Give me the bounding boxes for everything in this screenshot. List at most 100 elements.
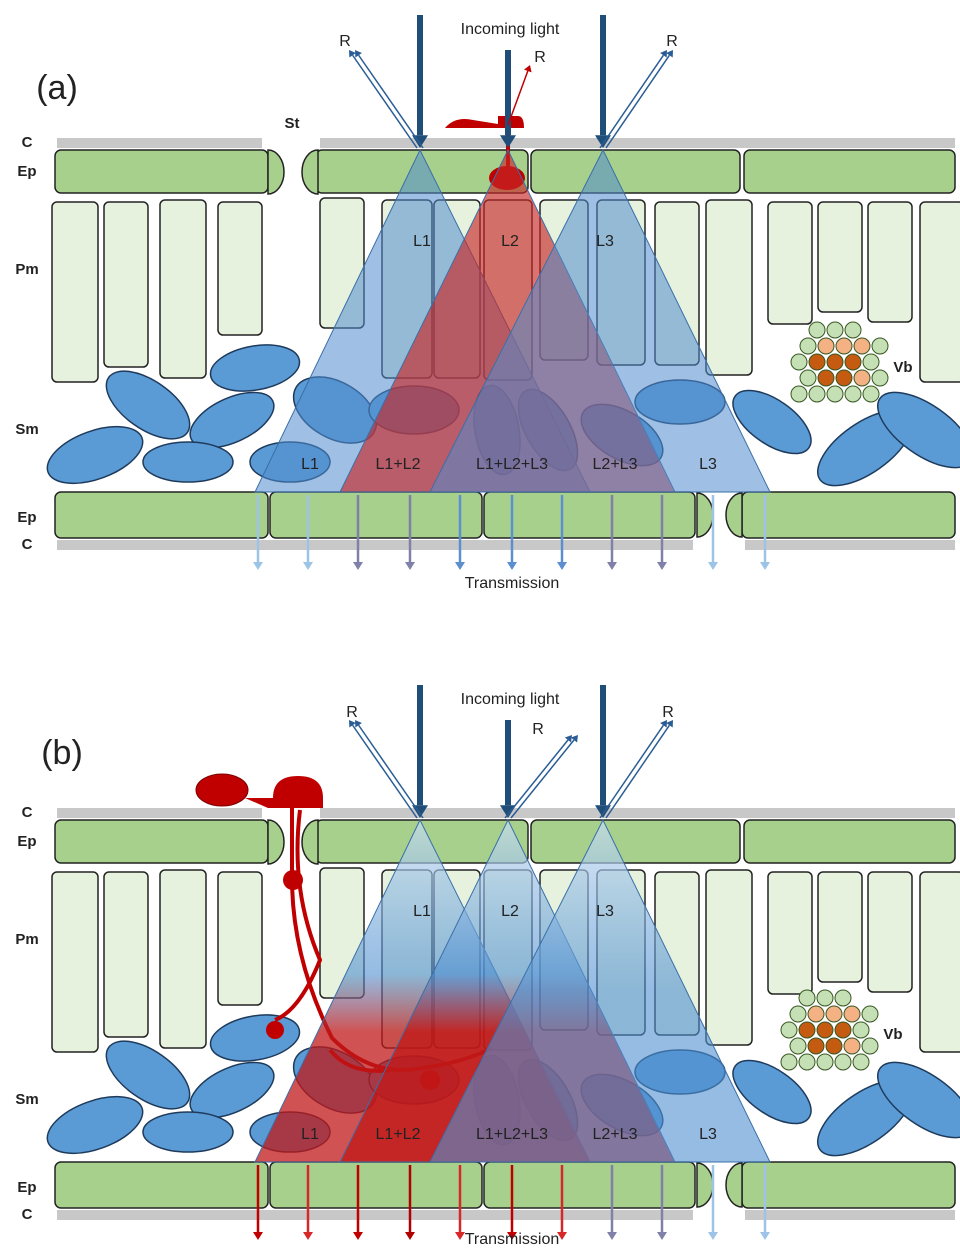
label: (a)	[36, 69, 78, 107]
arrow-shaft	[353, 725, 417, 818]
arrow-head	[657, 562, 667, 570]
palisade-cell	[104, 872, 148, 1037]
vascular-cell	[827, 322, 843, 338]
vascular-cell	[817, 990, 833, 1006]
label: L1+L2	[376, 456, 421, 473]
cuticle	[57, 138, 262, 148]
arrow-head	[353, 1232, 363, 1240]
label: L1	[301, 456, 319, 473]
palisade-cell	[52, 202, 98, 382]
vascular-cell	[862, 1006, 878, 1022]
vascular-cell	[844, 1038, 860, 1054]
vascular-cell	[863, 354, 879, 370]
panel: (b)CEpPmSmEpCVbL1L2L3L1L1+L2L1+L2+L3L2+L…	[15, 685, 960, 1248]
label: L3	[596, 233, 614, 250]
vascular-cell	[817, 1022, 833, 1038]
palisade-cell	[218, 872, 262, 1005]
arrow-head	[455, 1232, 465, 1240]
vascular-cell	[835, 990, 851, 1006]
vascular-cell	[781, 1054, 797, 1070]
epidermis-cell	[744, 150, 955, 193]
vascular-cell	[799, 1054, 815, 1070]
epidermis-cell	[55, 492, 268, 538]
palisade-cell	[160, 200, 206, 378]
label: L1	[413, 903, 431, 920]
palisade-cell	[920, 872, 960, 1052]
arrow-head	[353, 562, 363, 570]
vascular-cell	[790, 1006, 806, 1022]
arrow-head	[349, 50, 356, 58]
arrow-head	[455, 562, 465, 570]
arrow-head	[253, 562, 263, 570]
vascular-cell	[844, 1006, 860, 1022]
arrow-head	[253, 1232, 263, 1240]
vascular-cell	[818, 370, 834, 386]
arrow-shaft	[359, 725, 423, 818]
palisade-cell	[218, 202, 262, 335]
label: Incoming light	[461, 691, 560, 708]
label: C	[22, 536, 33, 553]
label: Ep	[17, 833, 36, 850]
label: L3	[699, 456, 717, 473]
epidermis-cell	[742, 1162, 955, 1208]
pathogen	[283, 870, 303, 890]
cuticle	[57, 808, 262, 818]
epidermis-cell	[55, 1162, 268, 1208]
arrow-shaft	[359, 55, 423, 148]
epidermis-cell	[55, 150, 268, 193]
arrow-head	[708, 562, 718, 570]
vascular-cell	[854, 338, 870, 354]
vascular-cell	[809, 386, 825, 402]
cuticle	[745, 540, 955, 550]
vascular-cell	[827, 386, 843, 402]
vascular-cell	[845, 322, 861, 338]
vascular-cell	[835, 1022, 851, 1038]
arrow-head	[507, 562, 517, 570]
vascular-cell	[800, 338, 816, 354]
arrow-head	[760, 562, 770, 570]
arrow-head	[657, 1232, 667, 1240]
label: Transmission	[465, 1231, 560, 1248]
guard-cell	[726, 493, 742, 537]
label: L2+L3	[593, 1126, 638, 1143]
epidermis-cell	[531, 820, 740, 863]
arrow-head	[607, 562, 617, 570]
vascular-cell	[836, 370, 852, 386]
label: R	[534, 49, 546, 66]
arrow-head	[666, 50, 673, 58]
vascular-cell	[862, 1038, 878, 1054]
arrow-shaft	[353, 55, 417, 148]
label: R	[662, 704, 674, 721]
pathogen	[245, 776, 323, 808]
pathogen	[196, 774, 248, 806]
vascular-cell	[872, 338, 888, 354]
palisade-cell	[706, 870, 752, 1045]
label: Sm	[15, 421, 38, 438]
arrow-shaft	[606, 725, 669, 818]
vascular-cell	[827, 354, 843, 370]
arrow-shaft	[511, 740, 574, 818]
guard-cell	[302, 150, 318, 194]
spongy-cell	[207, 339, 303, 398]
vascular-cell	[853, 1054, 869, 1070]
label: C	[22, 1206, 33, 1223]
vascular-cell	[781, 1022, 797, 1038]
label: St	[285, 115, 300, 132]
vascular-cell	[799, 990, 815, 1006]
palisade-cell	[768, 872, 812, 994]
epidermis-cell	[742, 492, 955, 538]
vascular-cell	[790, 1038, 806, 1054]
label: L1	[413, 233, 431, 250]
arrow-head	[303, 562, 313, 570]
vascular-cell	[836, 338, 852, 354]
guard-cell	[268, 150, 284, 194]
spongy-cell	[143, 442, 233, 482]
label: (b)	[41, 734, 83, 772]
label: L1+L2	[376, 1126, 421, 1143]
label: Transmission	[465, 575, 560, 592]
vascular-cell	[835, 1054, 851, 1070]
vascular-cell	[800, 370, 816, 386]
vascular-cell	[817, 1054, 833, 1070]
pathogen	[266, 1021, 284, 1039]
spongy-cell	[40, 415, 150, 494]
